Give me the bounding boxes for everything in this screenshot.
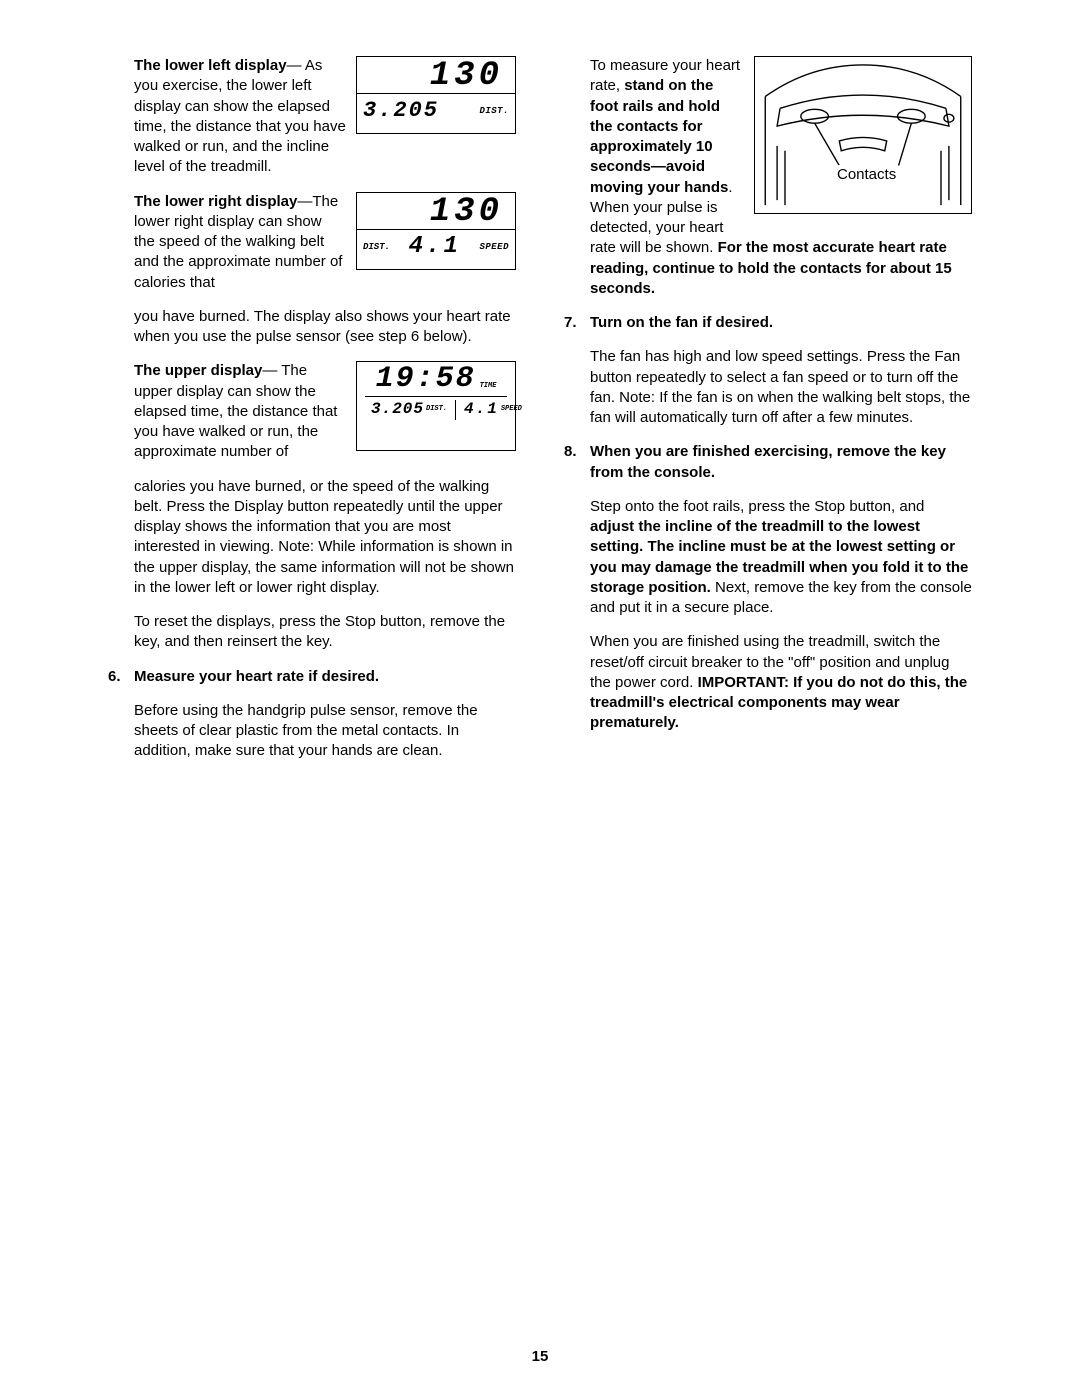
right-column: Contacts To measure your heart rate, sta…	[564, 56, 972, 776]
contacts-label: Contacts	[835, 165, 898, 185]
step-8-body-1: Step onto the foot rails, press the Stop…	[564, 497, 972, 619]
para-reset: To reset the displays, press the Stop bu…	[108, 612, 516, 653]
step-6-body: Before using the handgrip pulse sensor, …	[108, 701, 516, 762]
contacts-figure: Contacts	[754, 56, 972, 214]
left-column: 130 3.205 DIST. The lower left display— …	[108, 56, 516, 776]
lcd1-dist-value: 3.205	[363, 96, 479, 126]
step-8-body-2: When you are finished using the treadmil…	[564, 632, 972, 733]
step-7-body: The fan has high and low speed settings.…	[564, 347, 972, 428]
lcd3-speed-label: SPEED	[501, 405, 522, 414]
lcd2-top-value: 130	[357, 193, 515, 229]
lcd-lower-left-figure: 130 3.205 DIST.	[356, 56, 516, 134]
step-7-title: Turn on the fan if desired.	[590, 313, 972, 333]
step-8-number: 8.	[564, 442, 590, 483]
para-upper-2: calories you have burned, or the speed o…	[108, 477, 516, 599]
lcd-lower-right-figure: 130 DIST. 4.1 SPEED	[356, 192, 516, 270]
step-7: 7. Turn on the fan if desired.	[564, 313, 972, 333]
lcd3-dist-label: DIST.	[426, 405, 447, 414]
step-8-title: When you are finished exercising, remove…	[590, 442, 972, 483]
step-8: 8. When you are finished exercising, rem…	[564, 442, 972, 483]
step-6: 6. Measure your heart rate if desired.	[108, 667, 516, 687]
lcd2-speed-label: SPEED	[479, 241, 509, 253]
page-number: 15	[0, 1347, 1080, 1367]
lcd1-dist-label: DIST.	[479, 105, 509, 117]
lcd1-top-value: 130	[357, 57, 515, 93]
step-6-title: Measure your heart rate if desired.	[134, 667, 516, 687]
lcd3-speed-value: 4.1	[464, 399, 499, 421]
step-6-number: 6.	[108, 667, 134, 687]
treadmill-console-icon	[755, 57, 971, 213]
lcd3-time-label: TIME	[480, 382, 497, 391]
lcd2-dist-label: DIST.	[363, 241, 390, 253]
lcd-upper-figure: 19:58 TIME 3.205 DIST. 4.1 SPEED	[356, 361, 516, 451]
para-lower-right-cont: you have burned. The display also shows …	[108, 307, 516, 348]
lcd3-time-value: 19:58	[376, 364, 476, 394]
lcd3-dist-value: 3.205	[371, 399, 424, 421]
two-column-layout: 130 3.205 DIST. The lower left display— …	[108, 56, 972, 776]
lcd2-speed-value: 4.1	[390, 231, 479, 263]
step-7-number: 7.	[564, 313, 590, 333]
